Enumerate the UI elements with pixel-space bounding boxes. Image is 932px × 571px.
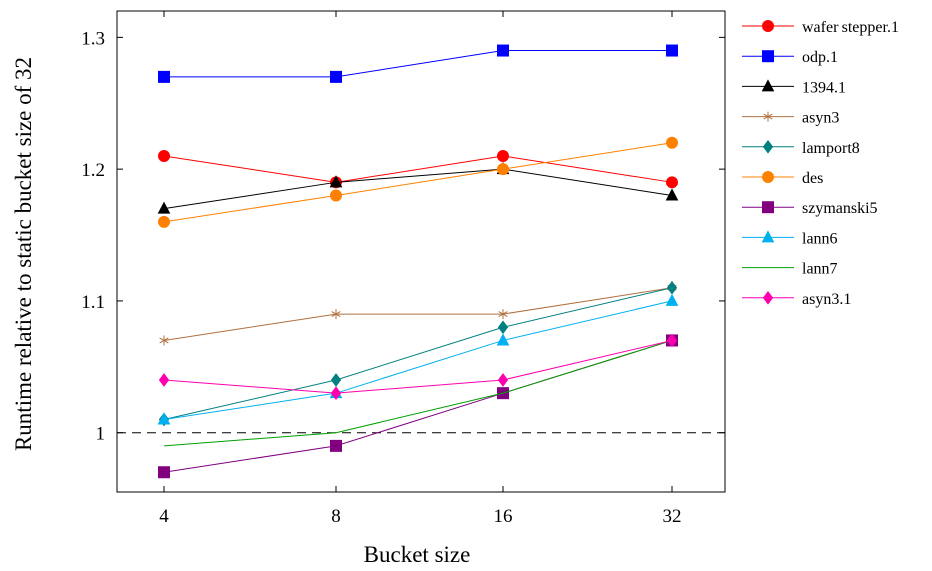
legend-label: lann6 [802,230,838,247]
legend-marker [761,79,775,92]
series-line [163,155,673,183]
series-line [163,168,673,210]
legend-label: asyn3.1 [802,291,851,308]
data-point [666,176,678,189]
data-point [157,201,171,214]
legend-marker [761,230,775,243]
legend-marker [762,139,774,154]
data-point [666,136,678,149]
y-tick-label: 1.3 [81,28,105,49]
data-point [666,44,678,57]
legend-marker [762,50,774,63]
legend-label: odp.1 [802,49,838,66]
series-line [163,339,673,447]
series-lamport8 [158,280,678,427]
plot-area [116,10,726,493]
data-point [158,373,170,387]
y-tick-label: 1.2 [81,160,105,181]
x-tick-label: 32 [663,506,682,527]
data-point [157,412,171,425]
legend-item: asyn3.1 [742,291,851,308]
data-point [666,280,678,295]
legend-marker [762,201,774,214]
series-line [163,339,673,394]
plot-frame [116,10,726,493]
legend-item: asyn3 [742,110,839,127]
x-axis-title: Bucket size [364,542,471,567]
legend: wafer stepper.1 odp.1 1394.1 asyn3 lamport8 d… [742,19,899,308]
legend-item: wafer stepper.1 [742,19,899,36]
series-line [163,142,673,223]
data-point [496,333,510,346]
legend-label: szymanski5 [802,200,878,217]
data-point [497,44,509,57]
legend-item: szymanski5 [742,200,878,217]
series-des [158,136,678,228]
legend-item: lann7 [742,261,838,278]
series-lann7 [163,339,673,447]
series-line [163,287,673,341]
legend-marker [762,171,774,183]
series-asyn3 [159,282,677,346]
series-szymanski5 [158,334,678,479]
legend-item: des [742,170,823,187]
legend-label: wafer stepper.1 [802,19,899,36]
x-tick-label: 4 [159,506,169,527]
x-tick-label: 8 [331,506,341,527]
y-axis-ticks: 1 1.1 1.2 1.3 [81,28,725,445]
legend-item: lamport8 [742,140,860,157]
legend-item: odp.1 [742,49,838,66]
legend-marker [762,20,774,32]
y-axis-title: Runtime relative to static bucket size o… [11,57,36,451]
data-point [330,189,342,202]
series-odp.1 [158,44,678,83]
data-point [497,163,509,176]
data-point [665,293,679,306]
data-point [666,333,678,348]
legend-label: lamport8 [802,140,860,157]
x-axis-ticks: 4 8 16 32 [159,11,682,527]
legend-item: lann6 [742,230,838,247]
data-point [331,309,341,320]
data-point [159,335,169,346]
data-point [665,188,679,201]
data-point [158,70,170,83]
series-layer [157,44,679,479]
legend-marker [762,290,774,305]
data-point [330,439,342,452]
legend-label: 1394.1 [802,79,846,96]
x-tick-label: 16 [494,506,513,527]
data-point [158,215,170,228]
series-line [163,287,673,421]
series-asyn3.1 [158,333,678,400]
data-point [330,373,342,387]
data-point [498,309,508,320]
legend-label: des [802,170,823,187]
y-tick-label: 1 [96,424,106,445]
series-line [164,50,672,78]
legend-marker [763,111,773,122]
data-point [497,373,509,387]
y-tick-label: 1.1 [81,292,105,313]
data-point [158,149,170,162]
data-point [330,70,342,83]
series-line [163,300,673,421]
data-point [158,466,170,479]
data-point [330,386,342,400]
data-point [497,320,509,335]
series-line [163,339,673,473]
legend-label: asyn3 [802,110,839,127]
legend-label: lann7 [802,261,838,278]
data-point [497,149,509,162]
legend-item: 1394.1 [742,79,846,96]
data-point [329,175,343,188]
